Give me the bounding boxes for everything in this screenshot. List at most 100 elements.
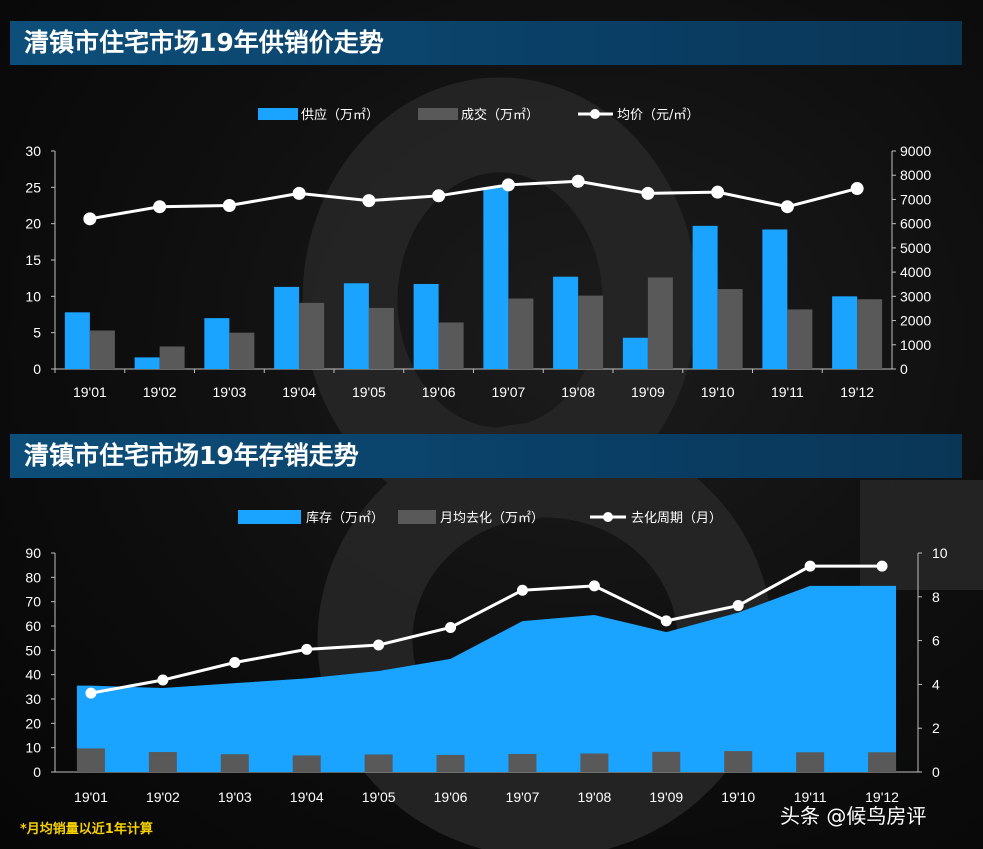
legend-swatch-inventory	[238, 510, 301, 524]
left-tick-label: 80	[25, 569, 41, 585]
x-tick-label: 19'02	[143, 384, 177, 400]
supply-bar	[343, 283, 369, 369]
cycle-point	[732, 600, 744, 612]
left-tick-label: 10	[25, 288, 41, 304]
price-point	[850, 182, 864, 196]
left-tick-label: 20	[25, 715, 41, 731]
x-tick-label: 19'01	[74, 789, 108, 805]
price-point	[222, 199, 236, 212]
footnote: *月均销量以近1年计算	[20, 822, 153, 837]
price-point	[292, 186, 306, 200]
monthly-sales-bar	[436, 754, 465, 772]
monthly-sales-bar	[580, 753, 609, 772]
x-tick-label: 19'04	[290, 789, 324, 805]
price-point	[432, 189, 446, 203]
left-tick-label: 0	[33, 361, 41, 377]
left-tick-label: 25	[25, 179, 41, 195]
legend-label-monthly: 月均去化（万㎡）	[440, 511, 544, 526]
x-tick-label: 19'12	[865, 789, 899, 805]
inventory-sales-chart: 0 10 20 30 40 50 60 70 80 90 0 2 4 6 8 10 19'01 19'02 19'0…	[25, 510, 948, 805]
monthly-sales-bar	[868, 752, 897, 772]
legend-swatch-monthly	[398, 510, 436, 524]
monthly-sales-bar	[148, 752, 177, 772]
right-tick-label: 8	[932, 589, 940, 605]
supply-chart-title: 清镇市住宅市场19年供销价走势	[10, 21, 962, 65]
right-tick-label: 10	[932, 545, 948, 561]
monthly-sales-bar	[76, 748, 105, 772]
deal-bar	[717, 289, 743, 369]
left-tick-label: 5	[33, 325, 41, 341]
left-tick-label: 10	[25, 740, 41, 756]
monthly-sales-bar	[796, 752, 825, 772]
left-tick-label: 0	[33, 764, 41, 780]
left-tick-label: 15	[25, 252, 41, 268]
right-tick-label: 0	[900, 361, 908, 377]
x-tick-label: 19'08	[561, 384, 595, 400]
x-tick-label: 19'02	[146, 789, 180, 805]
cycle-point	[445, 621, 457, 633]
inventory-area	[76, 585, 897, 772]
right-tick-label: 6000	[900, 216, 931, 232]
x-tick-label: 19'12	[840, 384, 874, 400]
cycle-point	[660, 615, 672, 627]
credit-watermark: 头条 @候鸟房评	[780, 804, 927, 828]
supply-bar	[762, 229, 788, 369]
cycle-point	[876, 560, 888, 572]
price-point	[362, 194, 376, 208]
supply-bar	[553, 276, 579, 369]
right-tick-label: 8000	[900, 167, 931, 183]
right-tick-label: 2	[932, 720, 940, 736]
supply-bar	[622, 337, 648, 369]
supply-bar	[204, 318, 230, 369]
right-tick-label: 7000	[900, 191, 931, 207]
x-tick-label: 19'09	[649, 789, 683, 805]
supply-bar	[134, 357, 160, 369]
deal-bar	[229, 332, 255, 369]
x-tick-label: 19'07	[491, 384, 525, 400]
cycle-point	[157, 674, 169, 686]
right-tick-label: 4	[932, 676, 940, 692]
left-tick-label: 40	[25, 667, 41, 683]
x-tick-label: 19'10	[721, 789, 755, 805]
legend-swatch-supply	[258, 108, 298, 120]
monthly-sales-bar	[724, 751, 753, 772]
deal-bar	[438, 322, 464, 369]
cycle-point	[588, 580, 600, 592]
supply-bar	[274, 286, 300, 369]
left-tick-label: 90	[25, 545, 41, 561]
monthly-sales-bar	[508, 753, 537, 772]
deal-bar	[508, 298, 534, 369]
x-tick-label: 19'10	[701, 384, 735, 400]
deal-bar	[159, 346, 185, 369]
price-point	[711, 185, 725, 199]
x-tick-label: 19'06	[434, 789, 468, 805]
monthly-sales-bar	[292, 755, 321, 772]
legend-label-deal: 成交（万㎡）	[461, 107, 539, 123]
x-tick-label: 19'03	[212, 384, 246, 400]
cycle-point	[229, 657, 241, 668]
left-tick-label: 50	[25, 642, 41, 658]
right-tick-label: 3000	[900, 288, 931, 304]
x-tick-label: 19'03	[218, 789, 252, 805]
cycle-point	[373, 639, 385, 651]
x-tick-label: 19'07	[506, 789, 540, 805]
monthly-sales-bar	[220, 754, 249, 772]
deal-bar	[89, 330, 115, 369]
x-tick-label: 19'08	[577, 789, 611, 805]
legend-label-supply: 供应（万㎡）	[301, 107, 379, 123]
inventory-chart-title: 清镇市住宅市场19年存销走势	[10, 434, 962, 478]
legend-marker-cycle	[603, 512, 613, 522]
x-tick-label: 19'11	[794, 789, 827, 805]
deal-bar	[299, 302, 325, 369]
right-tick-label: 9000	[900, 143, 931, 159]
deal-bar	[647, 277, 673, 369]
x-tick-label: 19'05	[352, 384, 386, 400]
right-tick-label: 4000	[900, 264, 931, 280]
price-point	[780, 200, 794, 214]
deal-bar	[857, 299, 883, 369]
price-point	[153, 200, 167, 214]
legend-label-cycle: 去化周期（月）	[631, 511, 722, 526]
cycle-point	[85, 687, 97, 699]
supply-bar	[832, 296, 858, 369]
supply-bar	[413, 283, 439, 369]
